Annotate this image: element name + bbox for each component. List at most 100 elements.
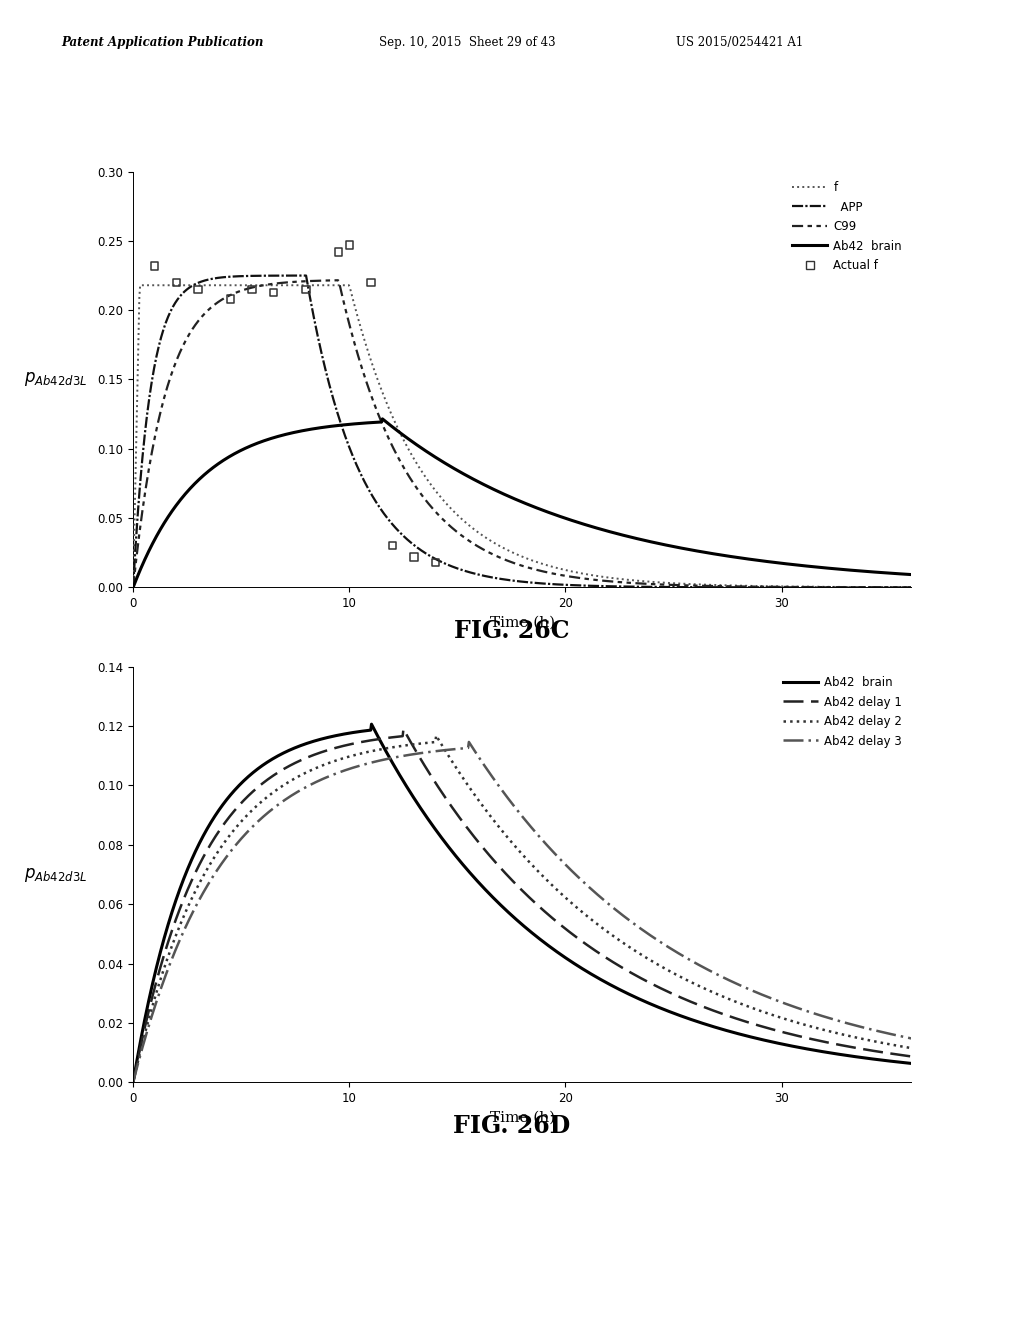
Line: Ab42  brain: Ab42 brain <box>133 418 911 587</box>
Legend: Ab42  brain, Ab42 delay 1, Ab42 delay 2, Ab42 delay 3: Ab42 brain, Ab42 delay 1, Ab42 delay 2, … <box>779 672 905 751</box>
Ab42  brain <box>442 840 455 855</box>
C99 <box>127 579 139 595</box>
Ab42 delay 1 <box>397 721 410 737</box>
Ab42 delay 3 <box>441 742 454 758</box>
Ab42  brain <box>442 458 455 474</box>
Actual f <box>331 242 347 263</box>
Ab42  brain <box>470 473 482 488</box>
Ab42  brain <box>376 411 388 426</box>
APP <box>734 579 746 595</box>
Ab42 delay 2 <box>442 748 455 764</box>
Actual f <box>244 279 260 300</box>
Actual f <box>384 536 400 557</box>
Actual f <box>189 279 206 300</box>
Actual f <box>265 281 282 302</box>
Line: APP: APP <box>133 276 911 587</box>
APP <box>127 579 139 595</box>
APP <box>470 566 482 582</box>
X-axis label: Time (h): Time (h) <box>489 615 555 630</box>
C99 <box>207 298 219 314</box>
Ab42 delay 3 <box>734 978 746 994</box>
APP <box>663 579 675 595</box>
Ab42 delay 1 <box>749 1016 761 1032</box>
Ab42 delay 2 <box>734 995 746 1011</box>
Ab42 delay 1 <box>207 833 219 849</box>
X-axis label: Time (h): Time (h) <box>489 1110 555 1125</box>
Ab42  brain <box>663 1003 675 1019</box>
Ab42  brain <box>905 1056 918 1072</box>
APP <box>442 557 455 573</box>
Line: Ab42 delay 2: Ab42 delay 2 <box>133 735 911 1082</box>
C99 <box>749 578 761 594</box>
Text: FIG. 26C: FIG. 26C <box>455 619 569 643</box>
f <box>470 523 482 539</box>
Text: FIG. 26D: FIG. 26D <box>454 1114 570 1138</box>
C99 <box>905 579 918 595</box>
Ab42 delay 1 <box>663 983 675 999</box>
Ab42 delay 1 <box>734 1012 746 1028</box>
C99 <box>332 272 344 288</box>
Ab42  brain <box>207 812 219 828</box>
Ab42 delay 2 <box>663 962 675 978</box>
Ab42  brain <box>127 579 139 595</box>
Ab42 delay 3 <box>463 734 475 750</box>
Actual f <box>146 255 163 276</box>
Ab42  brain <box>470 873 482 888</box>
Line: Ab42  brain: Ab42 brain <box>133 725 911 1082</box>
Ab42  brain <box>207 461 219 477</box>
Ab42 delay 3 <box>127 1074 139 1090</box>
f <box>749 578 761 594</box>
C99 <box>470 537 482 553</box>
f <box>127 579 139 595</box>
Actual f <box>406 546 422 568</box>
Ab42  brain <box>734 550 746 566</box>
Ab42  brain <box>749 1030 761 1045</box>
Ab42 delay 2 <box>430 727 442 743</box>
f <box>905 579 918 595</box>
Actual f <box>362 272 379 293</box>
C99 <box>734 578 746 594</box>
f <box>663 576 675 591</box>
Actual f <box>298 279 314 300</box>
APP <box>749 579 761 595</box>
Ab42  brain <box>734 1027 746 1043</box>
C99 <box>442 517 455 533</box>
Y-axis label: $p_{Ab42d3L}$: $p_{Ab42d3L}$ <box>24 866 87 883</box>
Ab42 delay 2 <box>905 1040 918 1056</box>
Ab42 delay 1 <box>905 1048 918 1064</box>
Legend: f,   APP, C99, Ab42  brain, Actual f: f, APP, C99, Ab42 brain, Actual f <box>788 177 905 276</box>
Ab42 delay 1 <box>127 1074 139 1090</box>
Ab42 delay 1 <box>470 832 482 847</box>
Text: Sep. 10, 2015  Sheet 29 of 43: Sep. 10, 2015 Sheet 29 of 43 <box>379 36 555 49</box>
Ab42 delay 3 <box>470 746 482 762</box>
APP <box>905 579 918 595</box>
Ab42 delay 3 <box>905 1031 918 1047</box>
Ab42 delay 2 <box>207 853 219 869</box>
Actual f <box>428 552 444 573</box>
Ab42 delay 2 <box>470 789 482 805</box>
Line: Ab42 delay 1: Ab42 delay 1 <box>133 729 911 1082</box>
Ab42 delay 3 <box>207 869 219 884</box>
Ab42  brain <box>905 566 918 582</box>
Text: US 2015/0254421 A1: US 2015/0254421 A1 <box>676 36 803 49</box>
C99 <box>663 577 675 593</box>
APP <box>300 268 312 284</box>
Ab42 delay 3 <box>663 939 675 954</box>
Ab42 delay 1 <box>442 795 455 810</box>
Ab42 delay 2 <box>127 1074 139 1090</box>
Ab42  brain <box>366 717 378 733</box>
Line: C99: C99 <box>133 280 911 587</box>
f <box>134 277 146 293</box>
Text: Patent Application Publication: Patent Application Publication <box>61 36 264 49</box>
Actual f <box>222 289 239 310</box>
Ab42 delay 3 <box>749 983 761 999</box>
Ab42  brain <box>127 1074 139 1090</box>
Ab42  brain <box>749 552 761 568</box>
f <box>207 277 219 293</box>
Line: Ab42 delay 3: Ab42 delay 3 <box>133 742 911 1082</box>
Actual f <box>341 235 357 256</box>
f <box>734 578 746 594</box>
Y-axis label: $p_{Ab42d3L}$: $p_{Ab42d3L}$ <box>24 371 87 388</box>
Ab42 delay 2 <box>749 1001 761 1016</box>
f <box>442 498 455 513</box>
